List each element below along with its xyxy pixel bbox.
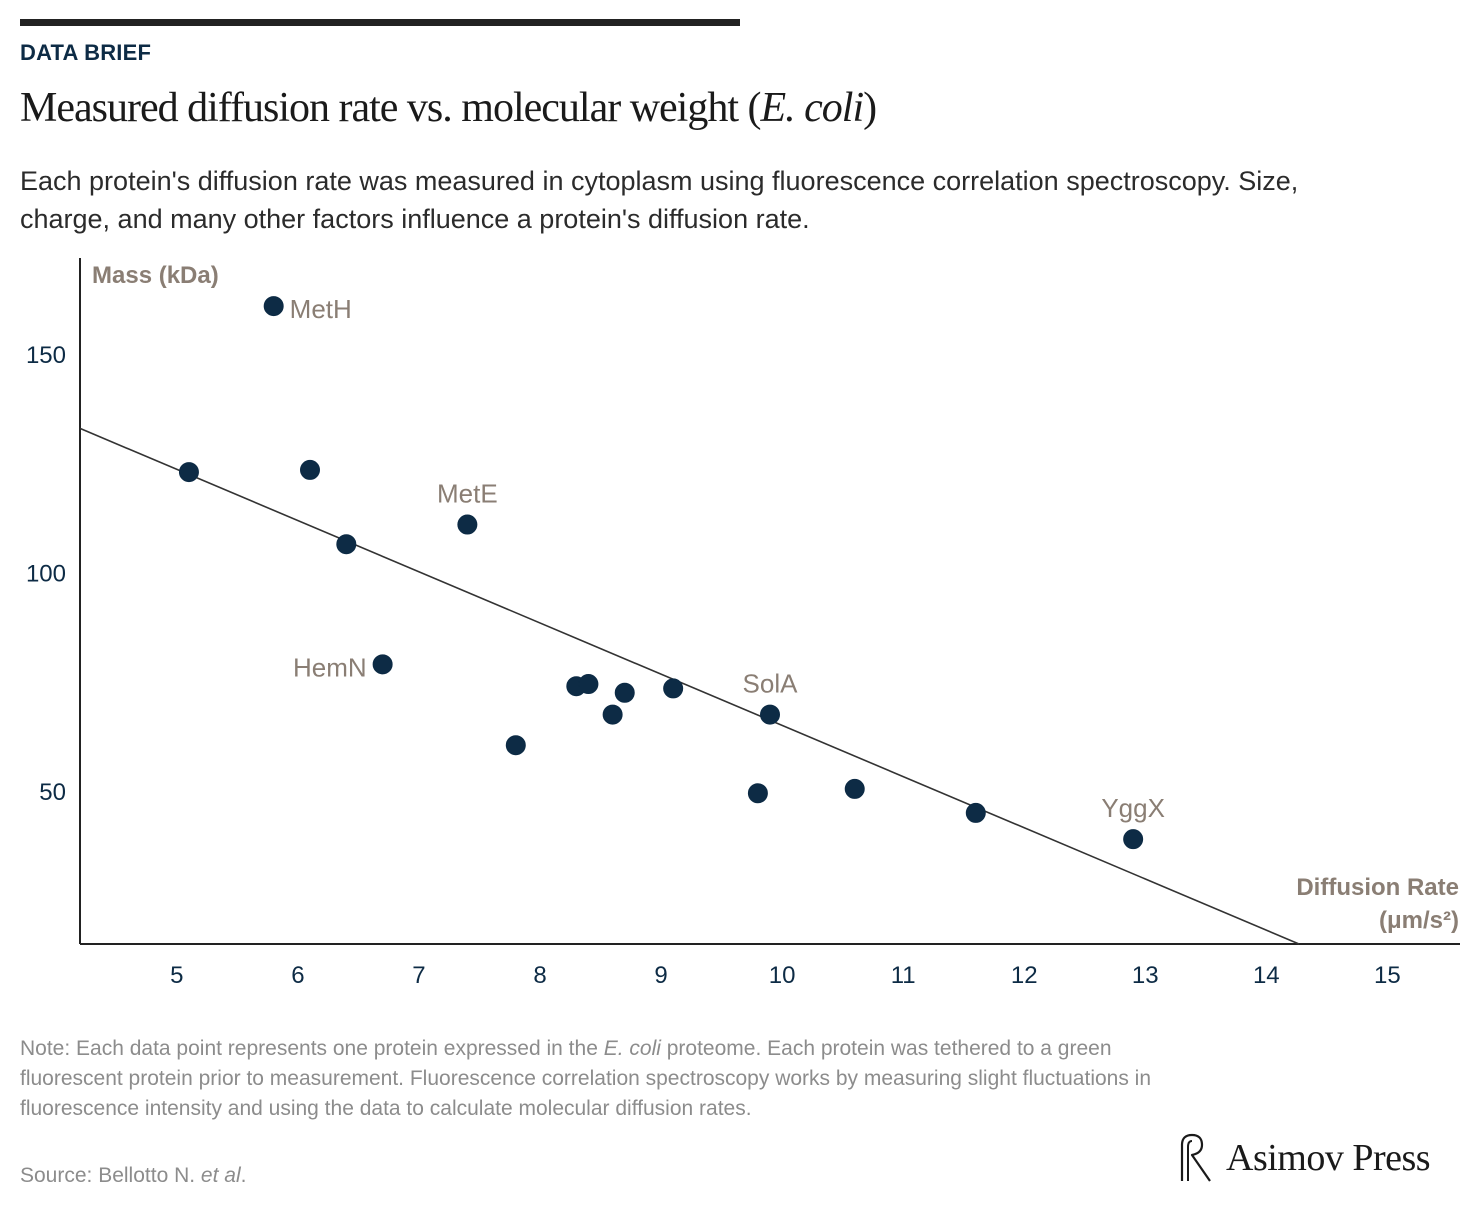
data-point [747, 783, 768, 804]
title-main: Measured diffusion rate vs. molecular we… [20, 85, 761, 131]
brand-logo: Asimov Press [1176, 1130, 1431, 1186]
x-tick-label: 13 [1132, 962, 1159, 989]
data-point [614, 682, 635, 703]
title-end: ) [863, 85, 877, 131]
data-point [372, 654, 393, 675]
data-point [760, 704, 780, 725]
point-label: SolA [743, 669, 799, 699]
brand-name: Asimov Press [1226, 1137, 1431, 1179]
x-tick-label: 15 [1374, 962, 1401, 989]
chart-note: Note: Each data point represents one pro… [20, 1034, 1170, 1124]
source-part1: Source: Bellotto N. [20, 1164, 201, 1187]
note-part2: proteome. Each protein was tethered to a… [20, 1037, 1152, 1120]
scatter-chart: 5 6 7 8 9 10 11 12 13 14 15 50 100 150 Mass (kDa) Diffu… [26, 258, 1460, 989]
x-tick-label: 11 [891, 962, 916, 989]
data-point [178, 462, 199, 483]
y-tick-label: 150 [26, 342, 66, 369]
top-rule [20, 19, 740, 26]
y-tick-label: 50 [39, 779, 66, 806]
chart-title: Measured diffusion rate vs. molecular we… [20, 84, 877, 132]
x-tick-label: 9 [654, 962, 667, 989]
data-point [602, 704, 623, 725]
data-point [336, 534, 357, 555]
source-part2: . [240, 1164, 247, 1187]
data-point [263, 296, 284, 317]
note-part1: Note: Each data point represents one pro… [20, 1037, 604, 1060]
point-label: MetE [437, 479, 498, 509]
x-tick-label: 7 [412, 962, 425, 989]
data-point [1123, 829, 1144, 850]
x-tick-label: 14 [1253, 962, 1280, 989]
x-tick-label: 5 [170, 962, 183, 989]
asimov-logo-icon [1180, 1133, 1211, 1182]
title-italic: E. coli [760, 85, 865, 131]
data-point [965, 802, 986, 823]
data-point [663, 678, 684, 699]
data-point [300, 459, 320, 480]
data-point [578, 674, 599, 695]
data-point [844, 778, 865, 799]
x-axis-label-line2: (μm/s²) [1379, 907, 1459, 934]
data-point [505, 735, 526, 756]
source-italic: et al [200, 1164, 241, 1187]
note-italic: E. coli [603, 1037, 661, 1060]
x-tick-label: 10 [769, 962, 796, 989]
x-tick-label: 12 [1011, 962, 1038, 989]
point-label: MetH [290, 294, 352, 324]
chart-source: Source: Bellotto N. et al. [20, 1164, 246, 1188]
point-label: YggX [1101, 793, 1165, 823]
x-tick-label: 8 [533, 962, 546, 989]
y-axis-label: Mass (kDa) [92, 262, 219, 289]
x-axis-label-line1: Diffusion Rate [1296, 874, 1459, 901]
point-label: HemN [293, 652, 367, 682]
chart-subtitle: Each protein's diffusion rate was measur… [20, 166, 1299, 234]
kicker: DATA BRIEF [20, 40, 152, 65]
y-tick-label: 100 [26, 561, 66, 588]
x-tick-label: 6 [291, 962, 304, 989]
data-point [457, 514, 478, 535]
trend-line [79, 427, 1300, 945]
